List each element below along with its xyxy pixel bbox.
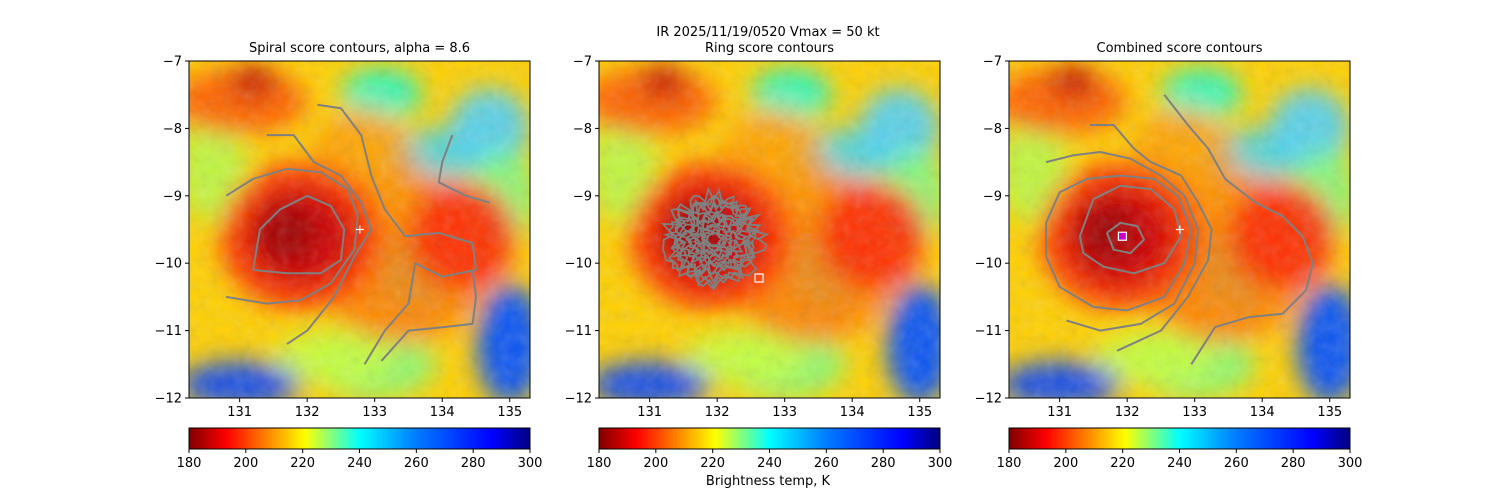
colorbar-tick-label: 220 (700, 456, 725, 471)
colorbar-tick-label: 200 (643, 456, 668, 471)
ring-contour-1 (703, 229, 723, 249)
x-tick-label: 131 (227, 405, 252, 420)
y-tick-label: −10 (155, 257, 182, 272)
y-tick-label: −7 (163, 55, 182, 70)
x-tick-label: 133 (1182, 405, 1207, 420)
contour-line-1 (1105, 221, 1145, 255)
y-tick-label: −9 (573, 189, 592, 204)
y-tick-label: −8 (983, 122, 1002, 137)
contour-line-3 (1045, 174, 1193, 312)
colorbar-tick-label: 200 (1053, 456, 1078, 471)
colorbar-tick-label: 300 (1338, 456, 1363, 471)
colorbar-tick-label: 300 (928, 456, 953, 471)
x-tick-label: 132 (1115, 405, 1140, 420)
center-marker (355, 225, 364, 234)
axes-frame (598, 60, 941, 399)
contour-group (660, 186, 770, 291)
colorbar-tick-label: 240 (347, 456, 372, 471)
contour-line-6 (380, 269, 477, 362)
colorbar-tick-label: 280 (871, 456, 896, 471)
figure-suptitle: IR 2025/11/19/0520 Vmax = 50 kt (656, 25, 879, 40)
contour-line-5 (437, 134, 490, 204)
y-tick-label: −9 (163, 189, 182, 204)
ring-contour-7 (685, 213, 743, 268)
heatmap-field (189, 61, 530, 398)
ring-contour-3 (696, 224, 730, 255)
y-tick-label: −10 (565, 257, 592, 272)
x-tick-label: 135 (497, 405, 522, 420)
center-marker (1175, 225, 1184, 234)
y-tick-label: −12 (155, 392, 182, 407)
x-tick-label: 131 (1047, 405, 1072, 420)
ring-contour-14 (660, 186, 770, 291)
x-tick-label: 131 (637, 405, 662, 420)
colorbar (1008, 427, 1351, 450)
contour-line-2 (1078, 184, 1183, 275)
panel-3: Combined score contours 131 132 133 134 135 −7… (975, 41, 1363, 471)
colorbar (598, 427, 941, 450)
center-marker (754, 273, 764, 283)
axes-frame (1008, 60, 1351, 399)
ring-contour-13 (663, 195, 761, 290)
x-tick-label: 132 (295, 405, 320, 420)
colorbar-tick-label: 260 (814, 456, 839, 471)
x-tick-label: 135 (907, 405, 932, 420)
colorbar-tick-label: 260 (404, 456, 429, 471)
x-tick-label: 134 (840, 405, 865, 420)
y-tick-label: −11 (155, 324, 182, 339)
colorbar-tick-label: 280 (461, 456, 486, 471)
axes-frame (188, 60, 531, 399)
x-tick-label: 133 (772, 405, 797, 420)
y-tick-label: −7 (983, 55, 1002, 70)
x-tick-label: 134 (430, 405, 455, 420)
y-tick-label: −11 (975, 324, 1002, 339)
y-tick-label: −12 (565, 392, 592, 407)
panel-title: Ring score contours (705, 41, 834, 56)
colorbar-tick-label: 220 (1110, 456, 1135, 471)
contour-line-2 (225, 167, 359, 305)
colorbar (188, 427, 531, 450)
panel-title: Combined score contours (1097, 41, 1263, 56)
contour-line-4 (1045, 151, 1200, 332)
colorbar-label: Brightness temp, K (706, 474, 831, 489)
ring-contour-2 (699, 228, 726, 252)
colorbar-tick-label: 180 (587, 456, 612, 471)
y-tick-label: −7 (573, 55, 592, 70)
contour-line-4 (317, 103, 477, 365)
colorbar-tick-label: 300 (518, 456, 543, 471)
contour-line-5 (1090, 124, 1213, 352)
ring-contour-11 (670, 198, 756, 279)
colorbar-tick-label: 240 (1167, 456, 1192, 471)
contour-group (225, 103, 490, 365)
center-marker-2 (1117, 231, 1128, 241)
colorbar-tick-label: 280 (1281, 456, 1306, 471)
heatmap-field (599, 61, 940, 398)
x-tick-label: 132 (705, 405, 730, 420)
colorbar-tick-label: 200 (233, 456, 258, 471)
contour-line-6 (1163, 94, 1314, 365)
colorbar-tick-label: 180 (997, 456, 1022, 471)
x-tick-label: 135 (1317, 405, 1342, 420)
y-tick-label: −9 (983, 189, 1002, 204)
panel-1: Spiral score contours, alpha = 8.6 131 132… (155, 41, 543, 471)
panel-2: Ring score contours 131 132 133 134 135 −7 −8 −9… (565, 41, 953, 471)
panel-title: Spiral score contours, alpha = 8.6 (249, 41, 470, 56)
ring-contour-5 (691, 219, 736, 261)
y-tick-label: −8 (573, 122, 592, 137)
x-tick-label: 134 (1250, 405, 1275, 420)
y-tick-label: −10 (975, 257, 1002, 272)
colorbar-tick-label: 260 (1224, 456, 1249, 471)
contour-group (1045, 94, 1314, 365)
colorbar-tick-label: 240 (757, 456, 782, 471)
x-tick-label: 133 (362, 405, 387, 420)
contour-line-1 (252, 194, 346, 275)
contour-line-3 (266, 134, 373, 345)
y-tick-label: −11 (565, 324, 592, 339)
colorbar-tick-label: 180 (177, 456, 202, 471)
colorbar-tick-label: 220 (290, 456, 315, 471)
y-tick-label: −12 (975, 392, 1002, 407)
y-tick-label: −8 (163, 122, 182, 137)
